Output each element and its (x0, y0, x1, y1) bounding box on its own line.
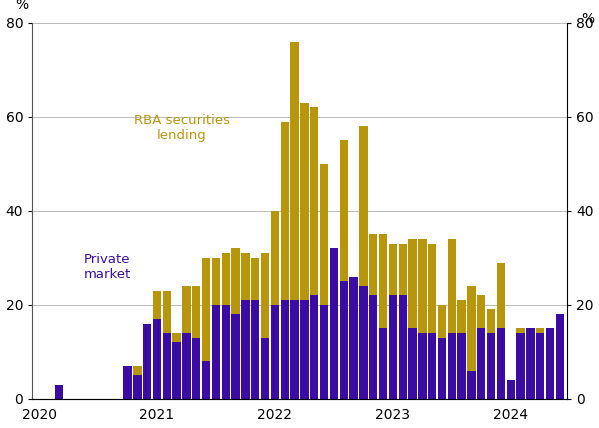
Bar (143, 324, 152, 399)
Bar (428, 333, 436, 399)
Bar (359, 286, 368, 399)
Bar (516, 333, 525, 399)
Bar (546, 328, 554, 399)
Bar (458, 300, 466, 333)
Bar (55, 385, 63, 399)
Bar (291, 300, 299, 399)
Bar (349, 276, 358, 399)
Bar (458, 333, 466, 399)
Bar (418, 333, 426, 399)
Bar (507, 380, 515, 399)
Bar (487, 333, 495, 399)
Bar (536, 328, 544, 333)
Bar (241, 253, 250, 300)
Y-axis label: %: % (15, 0, 28, 12)
Bar (153, 291, 161, 319)
Bar (389, 295, 397, 399)
Bar (516, 328, 525, 333)
Bar (340, 281, 348, 399)
Bar (447, 333, 456, 399)
Bar (173, 333, 181, 342)
Bar (310, 107, 319, 295)
Bar (379, 234, 387, 328)
Bar (527, 328, 535, 399)
Bar (398, 244, 407, 295)
Bar (182, 286, 190, 333)
Bar (231, 314, 240, 399)
Text: RBA securities
lending: RBA securities lending (134, 114, 230, 142)
Bar (467, 286, 476, 371)
Bar (428, 244, 436, 333)
Bar (487, 309, 495, 333)
Bar (300, 103, 308, 300)
Bar (329, 248, 338, 399)
Bar (212, 258, 220, 305)
Bar (261, 338, 270, 399)
Bar (340, 140, 348, 281)
Bar (320, 164, 328, 305)
Bar (369, 295, 377, 399)
Bar (556, 314, 564, 399)
Bar (418, 239, 426, 333)
Bar (133, 366, 141, 375)
Bar (320, 305, 328, 399)
Bar (359, 126, 368, 286)
Y-axis label: %: % (582, 12, 595, 26)
Bar (202, 361, 210, 399)
Bar (153, 319, 161, 399)
Bar (369, 234, 377, 295)
Bar (398, 295, 407, 399)
Bar (409, 328, 417, 399)
Bar (300, 300, 308, 399)
Bar (477, 295, 485, 328)
Bar (222, 253, 230, 305)
Bar (291, 42, 299, 300)
Bar (241, 300, 250, 399)
Bar (163, 333, 171, 399)
Bar (192, 338, 201, 399)
Bar (123, 366, 132, 399)
Bar (536, 333, 544, 399)
Bar (477, 328, 485, 399)
Bar (271, 305, 279, 399)
Bar (133, 375, 141, 399)
Bar (251, 300, 259, 399)
Bar (231, 248, 240, 314)
Bar (467, 371, 476, 399)
Bar (280, 122, 289, 300)
Bar (271, 211, 279, 305)
Bar (222, 305, 230, 399)
Bar (409, 239, 417, 328)
Bar (379, 328, 387, 399)
Text: Private
market: Private market (83, 253, 131, 281)
Bar (497, 328, 505, 399)
Bar (438, 338, 446, 399)
Bar (163, 291, 171, 333)
Bar (202, 258, 210, 361)
Bar (389, 244, 397, 295)
Bar (173, 342, 181, 399)
Bar (438, 305, 446, 338)
Bar (310, 295, 319, 399)
Bar (192, 286, 201, 338)
Bar (447, 239, 456, 333)
Bar (251, 258, 259, 300)
Bar (280, 300, 289, 399)
Bar (212, 305, 220, 399)
Bar (497, 262, 505, 328)
Bar (261, 253, 270, 338)
Bar (182, 333, 190, 399)
